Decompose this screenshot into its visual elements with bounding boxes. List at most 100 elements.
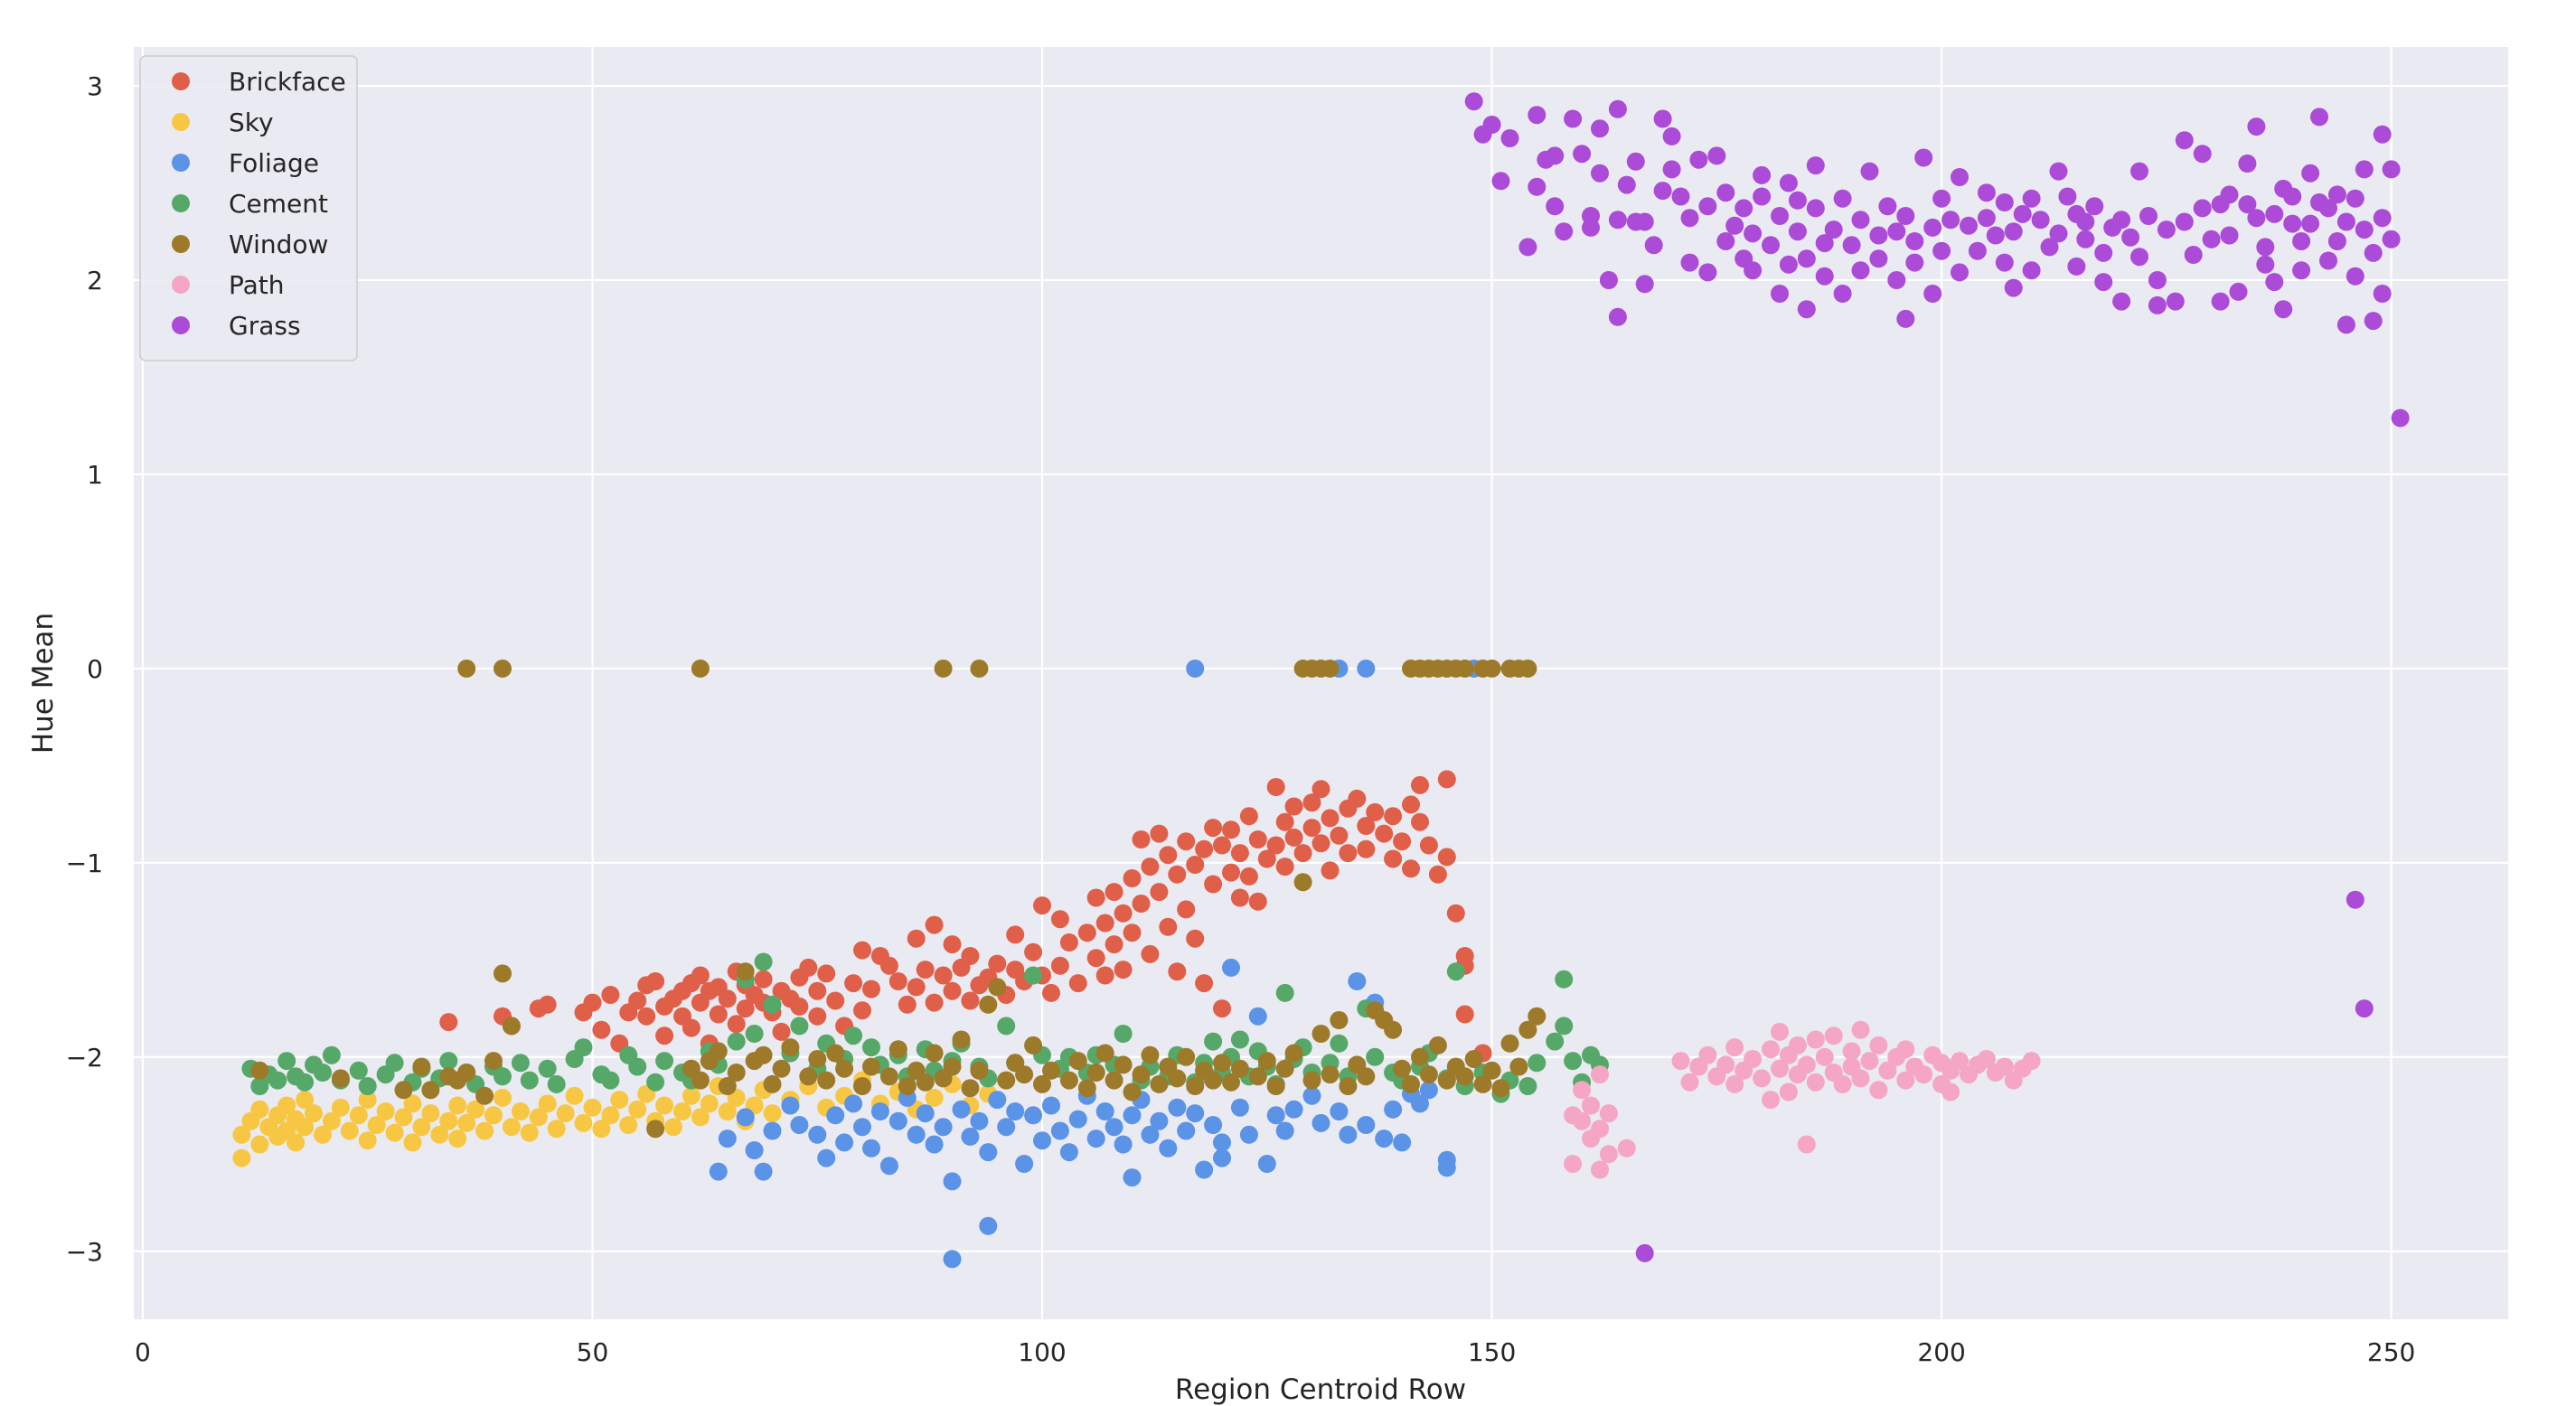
data-point	[1608, 211, 1627, 230]
data-point	[1464, 92, 1483, 111]
data-point	[475, 1086, 494, 1105]
data-point	[646, 1073, 665, 1092]
data-point	[2391, 408, 2410, 427]
legend-entry: Path	[229, 270, 285, 300]
data-point	[934, 659, 953, 678]
data-point	[1771, 285, 1789, 303]
data-point	[1330, 826, 1349, 845]
data-point	[1753, 1069, 1772, 1088]
data-point	[844, 1026, 863, 1045]
data-point	[1248, 892, 1267, 911]
data-point	[1186, 856, 1205, 874]
data-point	[1797, 1055, 1816, 1074]
data-point	[925, 993, 944, 1012]
data-point	[1050, 956, 1069, 975]
data-point	[1482, 659, 1501, 678]
data-point	[709, 1005, 728, 1024]
data-point	[1591, 1160, 1609, 1179]
data-point	[547, 1120, 566, 1139]
data-point	[1393, 832, 1412, 851]
legend-entry: Window	[229, 230, 328, 259]
series-cement	[241, 952, 1609, 1103]
data-point	[1851, 1020, 1870, 1039]
data-point	[1573, 1081, 1592, 1100]
data-point	[1248, 1067, 1267, 1086]
data-point	[1779, 1083, 1798, 1101]
data-point	[1671, 1052, 1690, 1071]
data-point	[484, 1052, 503, 1071]
data-point	[1059, 1071, 1078, 1090]
data-point	[2022, 189, 2041, 208]
data-point	[1644, 236, 1663, 255]
data-point	[1428, 865, 1447, 884]
data-point	[1446, 904, 1465, 923]
data-point	[277, 1052, 296, 1071]
data-point	[1905, 232, 1924, 250]
data-point	[691, 966, 710, 985]
data-point	[1186, 929, 1205, 948]
data-point	[250, 1100, 269, 1119]
data-point	[1896, 1040, 1915, 1059]
data-point	[943, 935, 962, 954]
data-point	[1195, 1160, 1214, 1179]
data-point	[1222, 1073, 1240, 1092]
data-point	[2301, 214, 2320, 233]
data-point	[1546, 197, 1565, 216]
data-point	[718, 1077, 737, 1095]
data-point	[1168, 1098, 1187, 1117]
data-point	[2175, 212, 2194, 231]
data-point	[1230, 844, 1249, 863]
data-point	[610, 1091, 629, 1110]
data-point	[2382, 160, 2401, 179]
x-tick-label: 250	[2367, 1337, 2415, 1367]
data-point	[1050, 1121, 1069, 1140]
data-point	[1257, 1052, 1276, 1071]
data-point	[817, 964, 836, 983]
data-point	[601, 986, 620, 1004]
data-point	[1518, 659, 1537, 678]
data-point	[1195, 839, 1214, 858]
data-point	[2094, 243, 2113, 262]
data-point	[1977, 209, 1996, 228]
data-point	[412, 1057, 431, 1076]
data-point	[1321, 1065, 1340, 1084]
data-point	[250, 1061, 269, 1080]
data-point	[1275, 1059, 1294, 1078]
data-point	[1411, 812, 1429, 831]
data-point	[1762, 1040, 1780, 1059]
data-point	[1402, 795, 1420, 814]
data-point	[1159, 917, 1178, 936]
data-point	[1159, 1139, 1178, 1158]
data-point	[1716, 1055, 1735, 1074]
data-point	[1411, 1047, 1429, 1066]
data-point	[502, 1017, 521, 1036]
data-point	[916, 1104, 935, 1123]
data-point	[2292, 232, 2311, 250]
data-point	[754, 952, 773, 971]
data-point	[1105, 1071, 1123, 1090]
data-point	[1384, 1100, 1403, 1119]
data-point	[1015, 1155, 1034, 1173]
legend-entry: Sky	[229, 108, 274, 137]
data-point	[1869, 1036, 1888, 1054]
data-point	[888, 972, 907, 990]
data-point	[1591, 164, 1609, 183]
data-point	[1033, 1074, 1051, 1093]
y-tick-label: 0	[87, 654, 103, 684]
data-point	[1230, 1098, 1249, 1117]
data-point	[376, 1102, 395, 1120]
data-point	[2166, 292, 2185, 311]
data-point	[412, 1118, 431, 1137]
data-point	[296, 1073, 315, 1092]
data-point	[1500, 1034, 1519, 1053]
data-point	[646, 972, 665, 990]
series-foliage	[709, 659, 1483, 1269]
data-point	[1753, 187, 1772, 206]
data-point	[2229, 282, 2248, 301]
data-point	[691, 1071, 710, 1090]
data-point	[421, 1104, 440, 1123]
data-point	[1222, 863, 1240, 882]
data-point	[1186, 1104, 1205, 1123]
data-point	[898, 995, 917, 1014]
data-point	[1266, 1077, 1285, 1095]
